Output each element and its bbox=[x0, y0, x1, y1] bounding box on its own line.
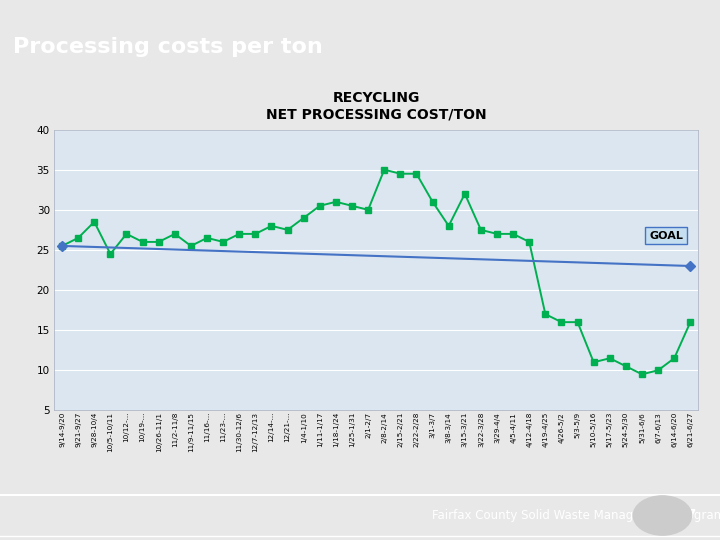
Text: Fairfax County Solid Waste Management Program: Fairfax County Solid Waste Management Pr… bbox=[432, 509, 720, 522]
Text: GOAL: GOAL bbox=[649, 231, 683, 240]
Title: RECYCLING
NET PROCESSING COST/TON: RECYCLING NET PROCESSING COST/TON bbox=[266, 91, 487, 122]
Text: 17: 17 bbox=[678, 508, 697, 522]
Text: Processing costs per ton: Processing costs per ton bbox=[13, 37, 323, 57]
Circle shape bbox=[634, 496, 691, 535]
